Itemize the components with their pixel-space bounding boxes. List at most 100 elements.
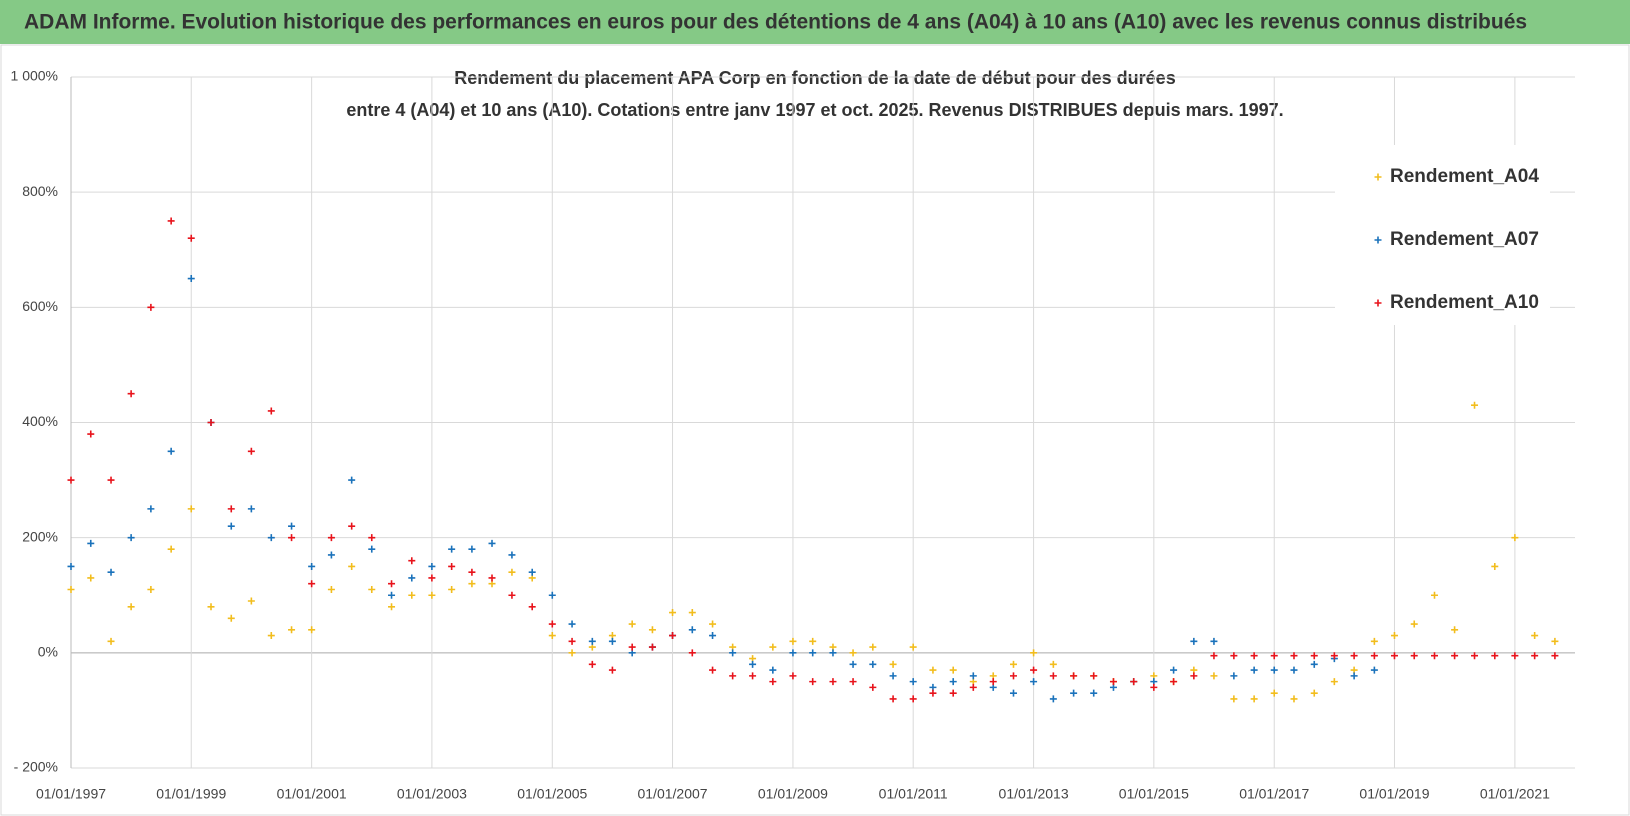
data-point xyxy=(729,672,737,680)
data-point xyxy=(789,637,797,645)
y-tick-label: 800% xyxy=(22,183,58,199)
data-point xyxy=(227,614,235,622)
data-point xyxy=(1491,562,1499,570)
data-point xyxy=(1390,652,1398,660)
data-point xyxy=(1270,652,1278,660)
data-point xyxy=(388,591,396,599)
y-tick-label: 1 000% xyxy=(11,68,58,84)
data-point xyxy=(167,217,175,225)
data-point xyxy=(528,603,536,611)
data-point xyxy=(207,419,215,426)
data-point xyxy=(1090,689,1098,697)
data-point xyxy=(1190,672,1198,680)
data-point xyxy=(1210,672,1218,680)
y-tick-label: 0% xyxy=(38,644,58,660)
data-point xyxy=(288,626,296,634)
data-point xyxy=(628,620,636,628)
chart-title: Rendement du placement APA Corp en fonct… xyxy=(454,68,1175,88)
data-point xyxy=(568,649,576,657)
data-point xyxy=(1370,637,1378,645)
data-point xyxy=(187,234,195,242)
data-point xyxy=(127,534,135,542)
data-point xyxy=(1270,689,1278,697)
chart-title: entre 4 (A04) et 10 ans (A10). Cotations… xyxy=(346,100,1283,120)
data-point xyxy=(127,390,135,398)
header-title: ADAM Informe. Evolution historique des p… xyxy=(24,11,1527,34)
data-point xyxy=(468,545,476,553)
data-point xyxy=(809,678,817,686)
data-point xyxy=(67,562,75,570)
data-point xyxy=(1431,591,1438,599)
data-point xyxy=(147,585,155,593)
data-point xyxy=(608,637,616,645)
data-point xyxy=(368,534,376,542)
legend-label: Rendement_A10 xyxy=(1390,292,1539,313)
data-point xyxy=(889,660,897,668)
data-point xyxy=(1310,652,1318,660)
y-tick-label: 600% xyxy=(22,298,58,314)
data-point xyxy=(809,649,817,657)
data-point xyxy=(1350,652,1358,660)
data-point xyxy=(1230,695,1238,703)
data-point xyxy=(548,620,556,628)
data-point xyxy=(428,562,436,570)
data-point xyxy=(1491,652,1499,660)
data-point xyxy=(688,649,696,657)
x-tick-label: 01/01/2021 xyxy=(1480,786,1550,802)
data-point xyxy=(247,447,255,455)
data-point xyxy=(448,562,456,570)
data-point xyxy=(829,649,837,657)
data-point xyxy=(1170,678,1178,686)
data-point xyxy=(448,585,456,593)
data-point xyxy=(929,689,937,697)
data-point xyxy=(388,580,396,588)
data-point xyxy=(207,603,215,611)
data-point xyxy=(849,678,857,686)
data-point xyxy=(729,649,737,657)
data-point xyxy=(147,303,155,311)
data-point xyxy=(829,678,837,686)
legend-label: Rendement_A07 xyxy=(1390,229,1539,250)
data-point xyxy=(869,643,877,651)
data-point xyxy=(348,476,356,484)
data-point xyxy=(1370,652,1378,660)
data-point xyxy=(1370,666,1378,674)
data-point xyxy=(247,597,255,605)
data-point xyxy=(869,683,877,691)
data-point xyxy=(1511,534,1519,542)
data-point xyxy=(187,505,195,513)
data-point xyxy=(1130,678,1138,686)
data-point xyxy=(448,545,456,553)
data-point xyxy=(969,683,977,691)
x-tick-label: 01/01/2011 xyxy=(879,786,948,802)
data-point xyxy=(167,545,175,553)
data-point xyxy=(769,678,777,686)
data-point xyxy=(1330,652,1338,660)
data-point xyxy=(1090,672,1098,680)
data-point xyxy=(1531,652,1539,660)
data-point xyxy=(1150,683,1158,691)
data-point xyxy=(227,522,235,530)
data-point xyxy=(1471,652,1479,660)
data-point xyxy=(528,568,536,576)
data-point xyxy=(67,476,75,484)
data-point xyxy=(709,632,717,640)
data-point xyxy=(308,626,316,634)
data-point xyxy=(1350,672,1358,680)
data-point xyxy=(669,632,677,640)
data-point xyxy=(1290,652,1298,660)
data-point xyxy=(1410,620,1418,628)
data-point xyxy=(1250,652,1258,660)
data-point xyxy=(368,545,376,553)
data-point xyxy=(1451,652,1459,660)
data-point xyxy=(1551,637,1559,645)
data-point xyxy=(1030,666,1038,674)
legend-box xyxy=(1335,145,1550,325)
data-point xyxy=(789,649,797,657)
data-point xyxy=(1310,689,1318,697)
data-point xyxy=(187,275,195,283)
data-point xyxy=(1390,632,1398,640)
data-point xyxy=(1250,666,1258,674)
data-point xyxy=(869,660,877,668)
data-point xyxy=(428,591,436,599)
